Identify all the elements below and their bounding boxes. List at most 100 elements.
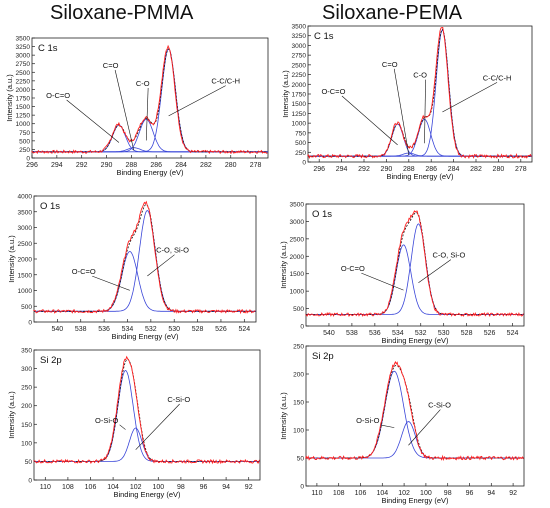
peak-label: C=O (382, 60, 398, 69)
y-tick-label: 2750 (16, 61, 31, 68)
x-tick-label: 536 (98, 326, 110, 333)
y-tick-label: 300 (21, 366, 32, 373)
y-tick-label: 50 (25, 459, 33, 466)
x-tick-label: 534 (392, 330, 404, 337)
x-tick-label: 288 (403, 166, 415, 173)
x-tick-label: 288 (126, 162, 138, 169)
y-tick-label: 0 (302, 160, 306, 167)
x-tick-label: 290 (381, 166, 393, 173)
x-tick-label: 526 (484, 330, 496, 337)
panel-label: C 1s (38, 43, 58, 54)
component-peak-2 (32, 118, 268, 153)
peak-leader-line (168, 85, 226, 117)
xps-panel-3: 0 500 1000 1500 2000 2500 3000 3500 540 538 536 534… (279, 202, 525, 345)
x-tick-label: 286 (150, 162, 162, 169)
peak-leader-line (114, 69, 135, 151)
fit-envelope (34, 203, 256, 312)
y-tick-label: 50 (297, 456, 305, 463)
x-axis-label: Binding Energy (eV) (113, 490, 181, 499)
y-tick-label: 750 (295, 130, 306, 137)
y-tick-label: 1250 (16, 113, 31, 120)
x-tick-label: 280 (493, 166, 505, 173)
x-tick-label: 94 (222, 484, 230, 491)
xps-panel-4: 0 50 100 150 200 250 300 350 110 108 106 104 102 100 9… (7, 348, 261, 499)
peak-label: O-Si-O (95, 416, 118, 425)
component-peak-1 (34, 427, 260, 462)
x-tick-label: 524 (238, 326, 250, 333)
x-tick-label: 292 (358, 166, 370, 173)
peak-label: O-C=O (341, 264, 365, 273)
x-tick-label: 102 (130, 484, 142, 491)
y-axis-label: Intensity (a.u.) (7, 235, 16, 283)
fit-envelope (32, 48, 268, 153)
plot-frame (305, 203, 525, 327)
x-tick-label: 532 (145, 326, 157, 333)
column-title-pmma: Siloxane-PMMA (50, 2, 194, 24)
component-peak-0 (306, 370, 524, 459)
peak-leader-line (147, 254, 175, 277)
y-tick-label: 750 (19, 130, 30, 137)
x-tick-label: 286 (425, 166, 437, 173)
peak-label: O-C=O (46, 91, 70, 100)
y-tick-label: 2250 (16, 78, 31, 85)
x-tick-label: 528 (461, 330, 473, 337)
y-tick-label: 150 (293, 400, 304, 407)
y-tick-label: 2000 (292, 82, 307, 89)
y-tick-label: 2000 (16, 87, 31, 94)
y-tick-label: 3000 (292, 43, 307, 50)
plot-frame (305, 345, 525, 487)
y-tick-label: 1500 (292, 101, 307, 108)
y-tick-label: 3250 (16, 44, 31, 51)
x-tick-label: 278 (515, 166, 527, 173)
y-tick-label: 1500 (18, 272, 33, 279)
y-tick-label: 3500 (292, 24, 307, 31)
xps-panel-1: 0 250 500 750 1000 1250 1500 1750 2000 2250 2500 27… (281, 24, 533, 181)
y-tick-label: 0 (28, 320, 32, 327)
x-tick-label: 540 (323, 330, 335, 337)
x-tick-label: 540 (52, 326, 64, 333)
y-tick-label: 3000 (290, 219, 305, 226)
x-tick-label: 92 (509, 490, 517, 497)
x-tick-label: 110 (40, 484, 51, 491)
peak-label: C-O, Si-O (432, 251, 465, 260)
panel-label: Si 2p (40, 355, 62, 366)
x-tick-label: 536 (369, 330, 381, 337)
panel-label: Si 2p (312, 351, 334, 362)
x-tick-label: 296 (26, 162, 38, 169)
y-tick-label: 4000 (18, 194, 33, 201)
peak-label: C-Si-O (167, 395, 190, 404)
panel-label: O 1s (40, 201, 60, 212)
peak-leader-line (135, 403, 180, 450)
x-axis-label: Binding Energy (eV) (386, 172, 454, 181)
x-tick-label: 104 (376, 490, 388, 497)
x-tick-label: 284 (448, 166, 460, 173)
experimental-spectrum (307, 27, 532, 159)
y-tick-label: 2000 (290, 254, 305, 261)
y-tick-label: 1750 (292, 92, 307, 99)
component-peak-0 (34, 370, 260, 462)
y-tick-label: 3500 (18, 209, 33, 216)
y-tick-label: 3500 (290, 202, 305, 209)
experimental-spectrum (305, 210, 524, 318)
x-tick-label: 106 (355, 490, 367, 497)
y-tick-label: 1000 (16, 121, 31, 128)
x-tick-label: 530 (168, 326, 180, 333)
x-tick-label: 290 (101, 162, 113, 169)
peak-leader-line (66, 99, 120, 143)
y-tick-label: 1000 (18, 288, 33, 295)
y-tick-label: 2500 (292, 62, 307, 69)
peak-leader-line (361, 272, 404, 291)
y-tick-label: 200 (21, 403, 32, 410)
x-axis-label: Binding Energy (eV) (381, 496, 449, 505)
peak-label: C-Si-O (428, 401, 451, 410)
peak-leader-line (442, 82, 498, 113)
fit-envelope (306, 212, 524, 315)
panel-label: O 1s (312, 209, 332, 220)
x-tick-label: 92 (245, 484, 253, 491)
peak-leader-line (145, 87, 149, 141)
y-tick-label: 0 (26, 156, 30, 163)
y-tick-label: 1000 (292, 121, 307, 128)
x-axis-label: Binding Energy (eV) (116, 168, 184, 177)
x-tick-label: 534 (122, 326, 134, 333)
y-tick-label: 350 (21, 348, 32, 355)
